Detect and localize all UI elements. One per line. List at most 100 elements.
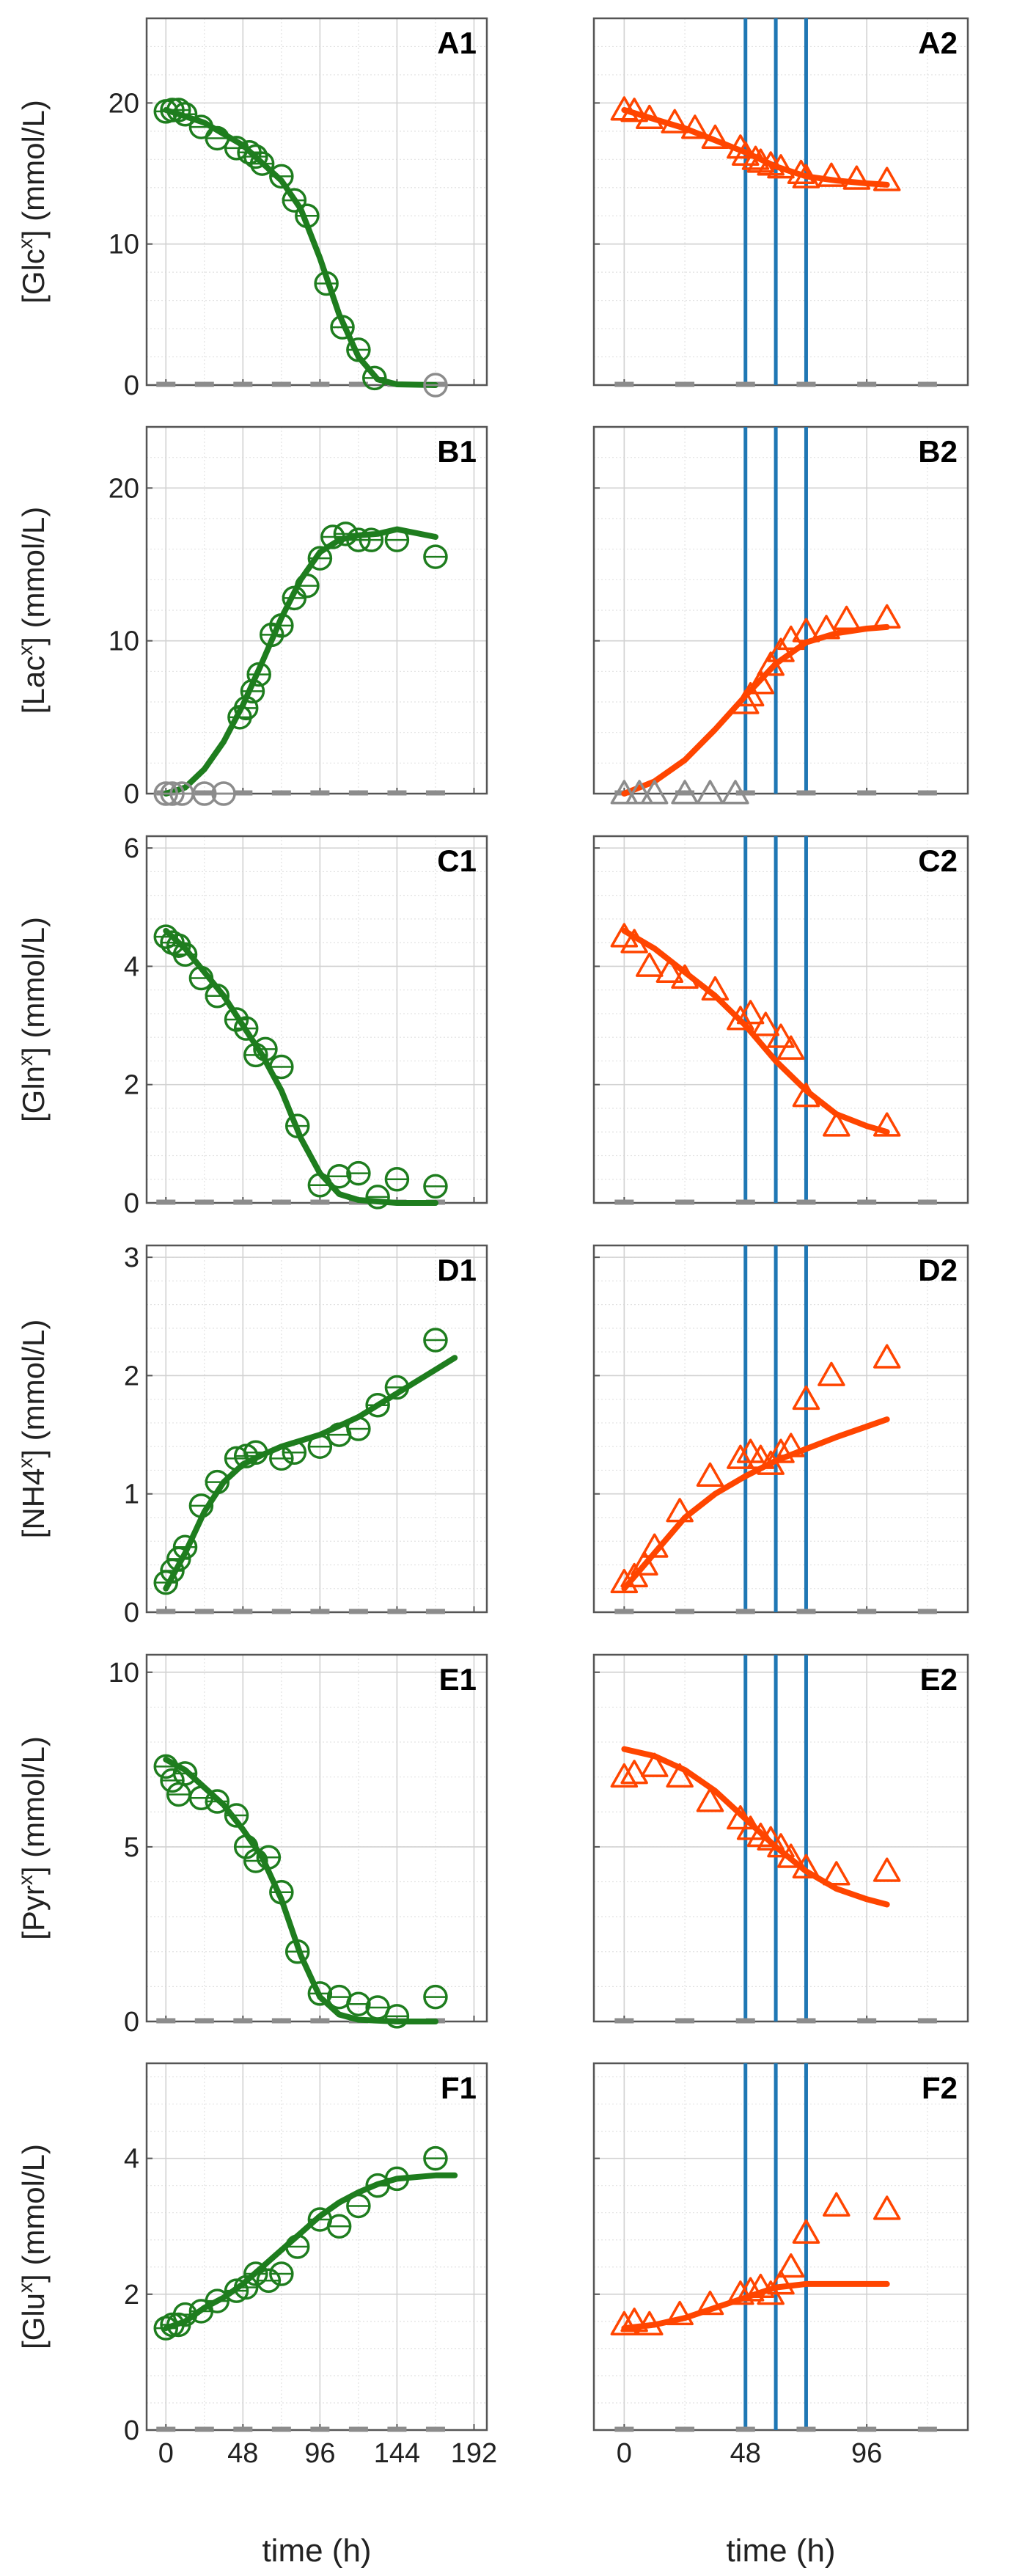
data-point [727, 2280, 754, 2305]
data-point [872, 1344, 901, 1369]
y-tick-label: 10 [109, 1658, 139, 1688]
plot-area-frame [592, 835, 969, 1204]
y-axis-label-text: ] (mmol/L) [16, 917, 51, 1055]
data-point [818, 1361, 845, 1386]
data-point [872, 1857, 901, 1882]
data-point [701, 976, 730, 1001]
data-point [792, 164, 820, 189]
data-point [818, 162, 845, 187]
y-tick-label: 0 [124, 370, 139, 401]
y-axis-label-e1: [Pyrx] (mmol/L) [14, 1736, 51, 1940]
data-point [812, 615, 840, 640]
removed-data-point [721, 780, 749, 805]
model-curve [163, 1355, 458, 1592]
y-axis-label-a1: [Glcx] (mmol/L) [14, 100, 51, 304]
data-point [640, 1533, 669, 1558]
data-point [610, 2310, 639, 2335]
y-tick-label: 20 [109, 88, 139, 119]
data-point [823, 1861, 851, 1886]
panel-a2: A2 [592, 17, 969, 387]
panel-label-b2: B2 [918, 434, 958, 469]
removed-data-point [625, 780, 653, 805]
data-point [787, 159, 815, 185]
panel-label-d1: D1 [437, 1253, 477, 1287]
panel-b1: 0 10 20 B1 [Lacx] (mmol/L) [14, 425, 488, 810]
data-point [661, 109, 689, 133]
x-tick-label: 96 [851, 2438, 882, 2469]
data-point [872, 2195, 901, 2220]
data-point [666, 1763, 694, 1788]
data-point [666, 2300, 694, 2326]
data-point [746, 670, 775, 695]
y-tick-label: 0 [124, 1188, 139, 1219]
data-point [823, 1112, 851, 1137]
y-tick-label: 10 [109, 230, 139, 260]
data-point [757, 651, 785, 676]
y-tick-label: 20 [109, 473, 139, 504]
panel-d1: 0 1 2 3 D1 [NH4x] (mmol/L) [14, 1243, 488, 1628]
data-point [636, 952, 664, 977]
data-point [696, 1788, 724, 1812]
plot-area-frame [592, 17, 969, 387]
data-point [610, 1568, 639, 1594]
y-tick-label: 0 [124, 779, 139, 810]
data-point [767, 1833, 795, 1858]
y-tick-label: 0 [124, 2415, 139, 2446]
y-axis-label-d1: [NH4x] (mmol/L) [14, 1320, 51, 1539]
y-tick-label: 4 [124, 2144, 139, 2175]
y-tick-label: 0 [124, 2007, 139, 2038]
y-axis-label-text: [Gln [16, 1066, 51, 1122]
panel-f2: 0 48 96 F2 [592, 2062, 969, 2469]
data-point [736, 2277, 765, 2302]
panel-label-c1: C1 [437, 844, 477, 878]
data-point [610, 96, 639, 121]
data-point [792, 1385, 820, 1410]
data-point [767, 2270, 795, 2295]
plot-area-frame [592, 1653, 969, 2023]
data-point [620, 98, 648, 122]
data-point [792, 1083, 820, 1108]
data-point [640, 1752, 669, 1777]
y-axis-label-text: [Glu [16, 2293, 51, 2349]
data-point [620, 929, 648, 954]
data-point [872, 167, 901, 191]
panel-label-a1: A1 [437, 26, 477, 60]
y-tick-label: 6 [124, 833, 139, 864]
y-axis-label-f1: [Glux] (mmol/L) [14, 2144, 51, 2349]
model-curve [163, 107, 438, 388]
plot-area-frame [592, 1244, 969, 1614]
y-tick-label: 5 [124, 1832, 139, 1863]
data-point [736, 1000, 765, 1025]
y-axis-label-superscript: x [14, 1458, 37, 1468]
data-point [636, 104, 664, 130]
y-axis-label-text: ] (mmol/L) [16, 1320, 51, 1458]
data-point [872, 604, 901, 629]
removed-data-point [610, 780, 639, 805]
panel-label-e1: E1 [439, 1662, 477, 1697]
x-tick-label: 48 [730, 2438, 761, 2469]
data-point [842, 165, 871, 190]
data-point [727, 1805, 754, 1830]
data-point [777, 625, 805, 651]
panel-label-a2: A2 [918, 26, 958, 60]
panel-e1: 0 5 10 E1 [Pyrx] (mmol/L) [14, 1653, 488, 2038]
data-point [696, 1462, 724, 1488]
panel-label-d2: D2 [918, 1253, 958, 1287]
plot-area-frame [592, 425, 969, 795]
panel-c2: C2 [592, 835, 969, 1205]
y-axis-label-c1: [Glnx] (mmol/L) [14, 917, 51, 1122]
data-point [671, 964, 699, 989]
x-tick-label: 144 [374, 2438, 420, 2469]
data-point [746, 2273, 775, 2299]
x-tick-label: 192 [451, 2438, 497, 2469]
data-point [636, 2310, 664, 2335]
model-curve [163, 526, 438, 797]
data-point [727, 1006, 754, 1031]
model-curve [621, 1416, 890, 1592]
panel-f1: 0 2 4 0 48 96 144 192 F1 [Glux] (mmol/L) [14, 2062, 497, 2469]
panel-e2: E2 [592, 1653, 969, 2024]
data-point [741, 145, 770, 170]
y-tick-label: 1 [124, 1479, 139, 1510]
